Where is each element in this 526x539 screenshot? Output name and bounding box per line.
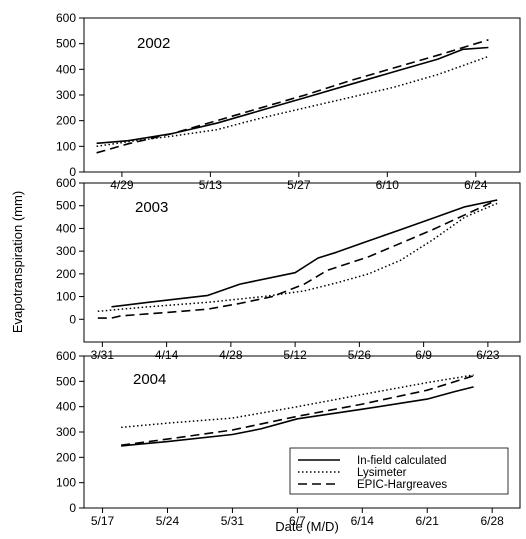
x-tick-label: 6/7 <box>289 514 306 528</box>
series-line-solid <box>121 386 474 447</box>
panel-year-label: 2004 <box>133 371 166 388</box>
panel-2002: 0 100 200 300 400 500 600 4/29 5/13 5/27 6/10 6/24 2… <box>56 11 521 192</box>
y-tick-label: 600 <box>56 349 76 363</box>
y-tick-label: 600 <box>56 11 76 25</box>
x-tick-label: 5/24 <box>156 514 180 528</box>
y-tick-label: 100 <box>56 476 76 490</box>
panel-2004: 0 100 200 300 400 500 600 5/17 5/24 5/31 6/7 6/14 6/… <box>56 349 521 528</box>
x-tick-label: 5/31 <box>221 514 245 528</box>
x-tick-label: 4/29 <box>110 178 134 192</box>
y-tick-label: 400 <box>56 400 76 414</box>
legend-label-lysimeter: Lysimeter <box>357 467 407 479</box>
y-tick-label: 300 <box>56 244 76 258</box>
y-tick-label: 200 <box>56 114 76 128</box>
panel-2003: 0 100 200 300 400 500 600 3/31 4/14 4/28 5/12 5/26 6… <box>56 176 521 362</box>
y-tick-label: 300 <box>56 425 76 439</box>
legend-label-epic: EPIC-Hargreaves <box>357 479 447 491</box>
legend: In-field calculated Lysimeter EPIC-Hargr… <box>289 447 509 495</box>
y-tick-label: 0 <box>69 165 76 179</box>
series-line-solid <box>96 46 489 145</box>
panel-year-label: 2003 <box>135 199 168 216</box>
series-line-solid <box>111 199 498 308</box>
x-tick-label: 6/14 <box>351 514 375 528</box>
y-tick-label: 500 <box>56 199 76 213</box>
y-axis-label: Evapotranspiration (mm) <box>10 191 25 333</box>
x-tick-label: 5/13 <box>199 178 223 192</box>
x-tick-label: 6/28 <box>480 514 504 528</box>
panel-year-label: 2002 <box>137 35 170 52</box>
y-tick-label: 400 <box>56 221 76 235</box>
x-tick-label: 5/12 <box>283 348 307 362</box>
legend-box <box>289 447 509 495</box>
y-tick-label: 100 <box>56 139 76 153</box>
y-tick-label: 100 <box>56 290 76 304</box>
y-tick-label: 500 <box>56 37 76 51</box>
y-tick-label: 200 <box>56 267 76 281</box>
x-axis-label: Date (M/D) <box>275 519 339 534</box>
y-tick-label: 300 <box>56 88 76 102</box>
x-tick-label: 6/21 <box>416 514 440 528</box>
y-tick-label: 500 <box>56 374 76 388</box>
x-tick-label: 4/14 <box>155 348 179 362</box>
x-tick-label: 3/31 <box>91 348 115 362</box>
series-line-dashed <box>120 375 474 446</box>
y-tick-label: 200 <box>56 450 76 464</box>
x-tick-label: 6/23 <box>476 348 500 362</box>
y-tick-label: 400 <box>56 62 76 76</box>
y-tick-label: 0 <box>69 501 76 515</box>
legend-label-in-field: In-field calculated <box>357 455 447 467</box>
y-tick-label: 600 <box>56 176 76 190</box>
series-line-dotted <box>97 202 498 313</box>
x-tick-label: 4/28 <box>219 348 243 362</box>
x-tick-label: 6/24 <box>464 178 488 192</box>
x-tick-label: 5/27 <box>287 178 311 192</box>
x-tick-label: 6/10 <box>376 178 400 192</box>
series-line-dashed <box>97 199 498 319</box>
y-tick-label: 0 <box>69 312 76 326</box>
plot-frame <box>83 182 521 343</box>
x-tick-label: 5/26 <box>348 348 372 362</box>
x-tick-label: 6/9 <box>415 348 432 362</box>
x-tick-label: 5/17 <box>91 514 115 528</box>
